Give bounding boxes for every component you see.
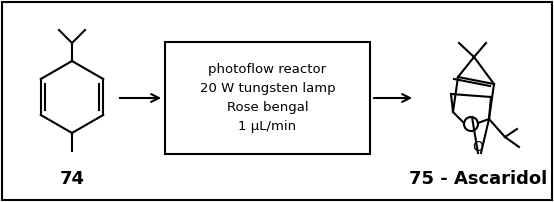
Text: 74: 74 <box>59 170 85 188</box>
FancyBboxPatch shape <box>165 42 370 154</box>
Text: 75 - Ascaridol: 75 - Ascaridol <box>409 170 547 188</box>
FancyBboxPatch shape <box>2 2 552 200</box>
Text: O: O <box>473 140 484 154</box>
Text: photoflow reactor
20 W tungsten lamp
Rose bengal
1 μL/min: photoflow reactor 20 W tungsten lamp Ros… <box>199 63 335 133</box>
